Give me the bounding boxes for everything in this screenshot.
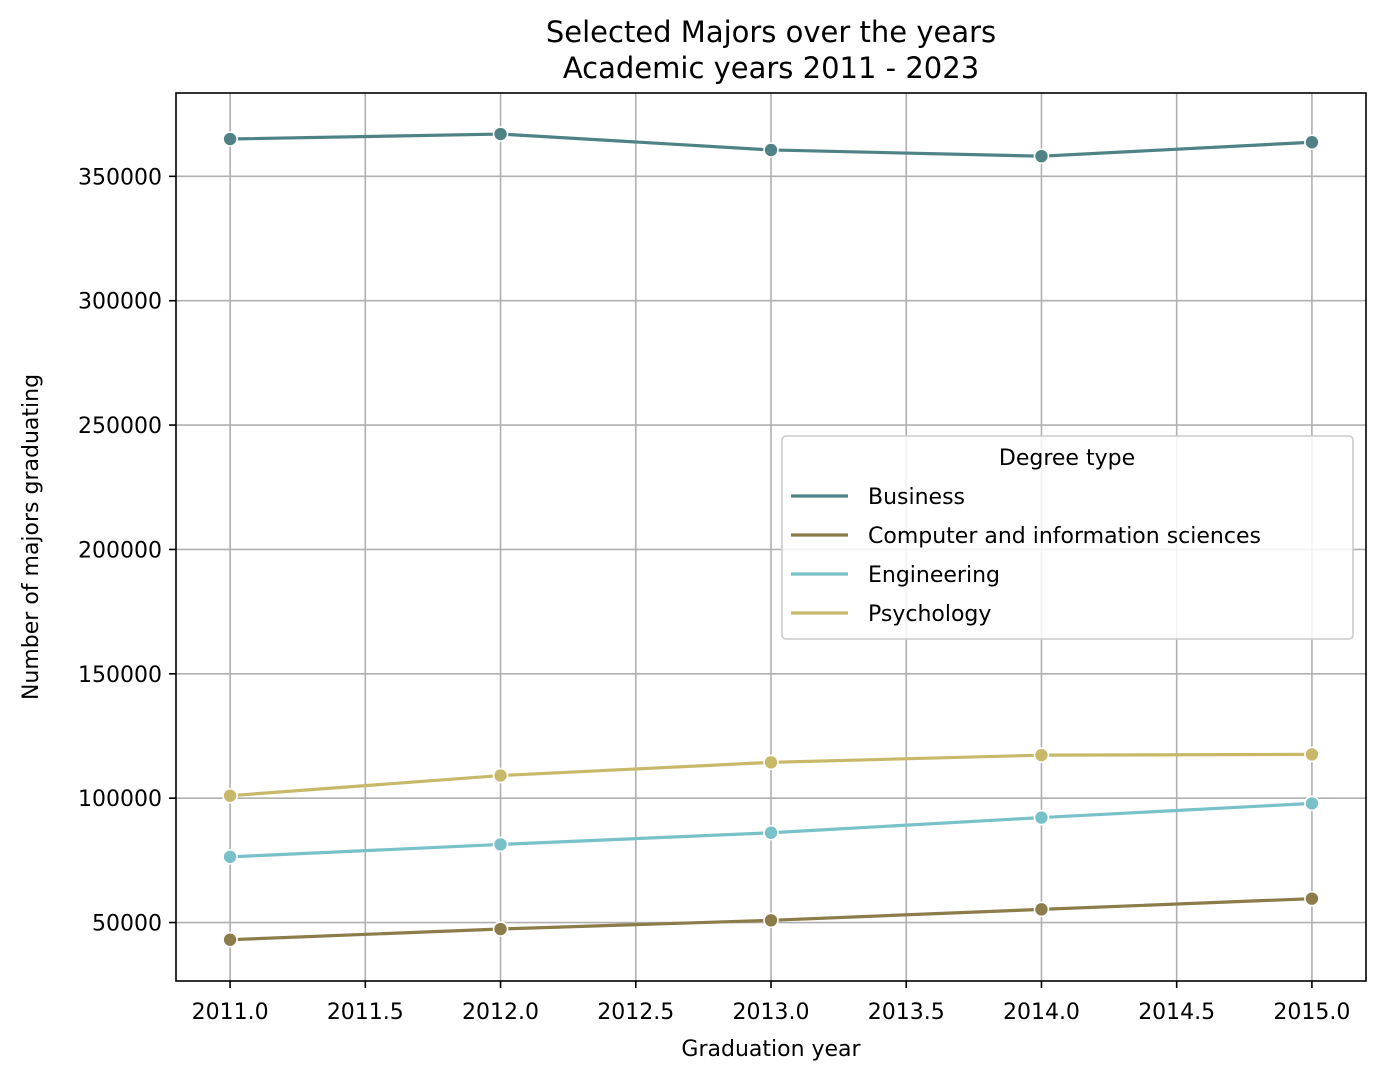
legend-label-business: Business (868, 485, 965, 510)
y-axis-label: Number of majors graduating (19, 374, 44, 700)
data-point-psychology (763, 754, 779, 771)
chart-title: Selected Majors over the years (546, 15, 996, 49)
y-tick-label: 50000 (92, 912, 162, 937)
data-point-psychology (222, 787, 238, 804)
data-point-engineering (222, 849, 238, 865)
y-tick-label: 100000 (78, 787, 162, 812)
x-tick-label: 2011.5 (327, 1000, 404, 1025)
data-point-engineering (492, 836, 509, 853)
legend-items: Business Computer and information science… (791, 485, 1261, 627)
data-point-computer-and-information-sciences (763, 912, 779, 929)
data-point-psychology (1304, 746, 1320, 763)
data-point-business (222, 131, 238, 147)
data-point-computer-and-information-sciences (492, 921, 509, 937)
data-point-business (492, 126, 509, 142)
data-point-engineering (1304, 795, 1320, 812)
data-point-psychology (1033, 747, 1050, 763)
y-tick-label: 200000 (78, 538, 162, 563)
series-group (222, 126, 1320, 948)
data-point-engineering (1033, 809, 1050, 826)
x-tick-label: 2013.5 (868, 1000, 945, 1025)
legend-label-computer-and-information-sciences: Computer and information sciences (868, 524, 1261, 549)
data-point-business (1033, 148, 1050, 164)
x-tick-label: 2015.0 (1273, 1000, 1350, 1025)
y-tick-label: 250000 (78, 414, 162, 439)
y-tick-label: 300000 (78, 290, 162, 315)
x-tick-label: 2012.5 (597, 1000, 674, 1025)
y-tick-label: 350000 (78, 165, 162, 190)
data-point-business (1304, 134, 1320, 151)
x-tick-label: 2014.0 (1003, 1000, 1080, 1025)
data-point-computer-and-information-sciences (1033, 901, 1050, 918)
x-tick-label: 2012.0 (462, 1000, 539, 1025)
x-axis-label: Graduation year (681, 1037, 861, 1062)
data-point-engineering (763, 824, 779, 841)
x-tick-label: 2014.5 (1138, 1000, 1215, 1025)
legend-box (781, 435, 1354, 640)
data-point-computer-and-information-sciences (222, 931, 238, 948)
data-point-computer-and-information-sciences (1304, 890, 1320, 907)
y-tick-label: 150000 (78, 663, 162, 688)
data-point-psychology (492, 767, 509, 784)
legend-label-psychology: Psychology (868, 602, 991, 627)
data-point-business (763, 142, 779, 158)
x-tick-label: 2011.0 (192, 1000, 269, 1025)
legend-label-engineering: Engineering (868, 563, 1000, 588)
x-tick-label: 2013.0 (733, 1000, 810, 1025)
chart-subtitle: Academic years 2011 - 2023 (563, 51, 979, 85)
legend-title: Degree type (999, 446, 1135, 471)
legend: Degree type Business Computer and informa… (781, 435, 1354, 640)
axis-ticks: 2011.0 2011.5 2012.0 2012.5 2013.0 2013.5 2014… (78, 165, 1350, 1025)
